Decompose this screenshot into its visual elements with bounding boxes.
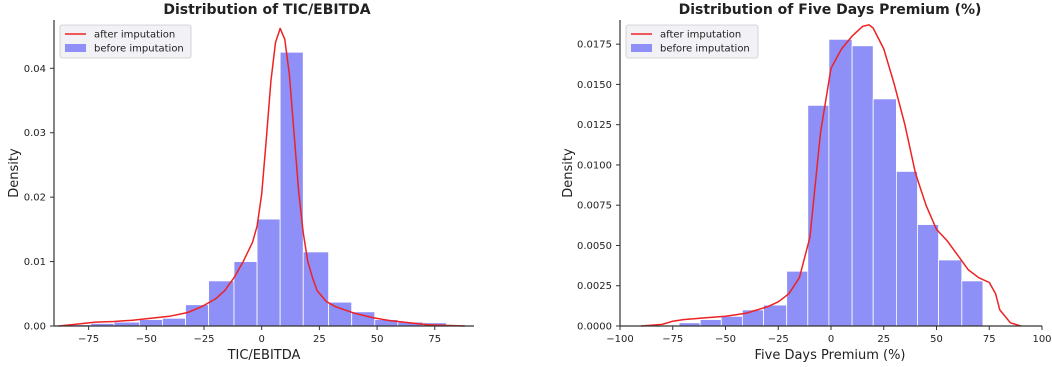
- x-tick-label: −100: [606, 334, 633, 345]
- x-tick-label: −25: [768, 334, 789, 345]
- histogram-bar: [741, 309, 764, 327]
- legend-label-before: before imputation: [94, 44, 184, 55]
- y-tick-label: 0.00: [24, 322, 46, 333]
- x-tick-label: 50: [930, 334, 943, 345]
- histogram-bar: [851, 45, 874, 327]
- histogram-bar: [938, 259, 963, 327]
- y-tick-label: 0.0075: [577, 201, 612, 212]
- chart-title: Distribution of Five Days Premium (%): [679, 2, 982, 18]
- x-tick-label: −50: [715, 334, 736, 345]
- y-tick-label: 0.0150: [577, 80, 612, 91]
- histogram-bar: [138, 319, 163, 327]
- legend: after imputation before imputation: [59, 24, 192, 59]
- histogram-bar: [720, 315, 743, 327]
- y-tick-label: 0.0100: [577, 160, 612, 171]
- x-tick-label: −75: [662, 334, 683, 345]
- legend-label-after: after imputation: [660, 30, 741, 41]
- histogram-bar: [896, 170, 918, 327]
- x-tick-label: 25: [877, 334, 890, 345]
- x-axis-label: TIC/EBITDA: [227, 348, 301, 363]
- histogram-bar: [807, 104, 830, 327]
- y-axis-label: Density: [561, 148, 576, 198]
- legend-box: [625, 24, 759, 59]
- histogram-bar: [786, 270, 809, 327]
- histogram-bar: [828, 38, 853, 327]
- y-axis-label: Density: [7, 148, 22, 198]
- histogram-bar: [917, 224, 940, 327]
- chart-title: Distribution of TIC/EBITDA: [163, 2, 370, 18]
- y-tick-label: 0.04: [24, 64, 46, 75]
- legend-bar-swatch: [631, 44, 652, 52]
- histogram-bar: [763, 304, 788, 327]
- histogram-bar: [872, 98, 897, 327]
- histogram-bar: [256, 218, 281, 327]
- chart-panel-five-days-premium: Distribution of Five Days Premium (%) −1…: [561, 2, 1052, 363]
- x-tick-label: 75: [983, 334, 996, 345]
- x-axis-label: Five Days Premium (%): [754, 348, 905, 363]
- y-tick-label: 0.01: [24, 257, 46, 268]
- y-tick-label: 0.0175: [577, 40, 612, 51]
- x-tick-label: −25: [193, 334, 214, 345]
- chart-panel-tic-ebitda: Distribution of TIC/EBITDA −75 −50 −25 0 25 5…: [7, 2, 474, 363]
- x-tick-label: 0: [259, 334, 265, 345]
- x-tick-label: 75: [428, 334, 441, 345]
- y-tick-label: 0.0000: [577, 322, 612, 333]
- legend: after imputation before imputation: [625, 24, 759, 59]
- legend-label-after: after imputation: [94, 30, 175, 41]
- legend-bar-swatch: [65, 44, 86, 52]
- y-tick-label: 0.03: [24, 128, 46, 139]
- legend-box: [59, 24, 192, 59]
- x-tick-label: 0: [828, 334, 834, 345]
- density-line: [641, 24, 1022, 327]
- legend-label-before: before imputation: [660, 44, 750, 55]
- x-tick-label: −75: [78, 334, 99, 345]
- histogram-bar: [162, 317, 186, 327]
- histogram-bar: [328, 301, 353, 327]
- histogram-bar: [279, 51, 304, 327]
- histogram-bar: [961, 280, 984, 327]
- y-tick-label: 0.0025: [577, 281, 612, 292]
- x-tick-label: 25: [313, 334, 326, 345]
- histogram-bar: [699, 319, 722, 327]
- density-line: [58, 27, 465, 327]
- histogram-bar: [208, 280, 235, 327]
- x-tick-label: −50: [136, 334, 157, 345]
- x-tick-label: 50: [371, 334, 384, 345]
- y-tick-label: 0.02: [24, 193, 46, 204]
- x-tick-label: 100: [1032, 334, 1051, 345]
- y-tick-label: 0.0125: [577, 120, 612, 131]
- y-tick-label: 0.0050: [577, 241, 612, 252]
